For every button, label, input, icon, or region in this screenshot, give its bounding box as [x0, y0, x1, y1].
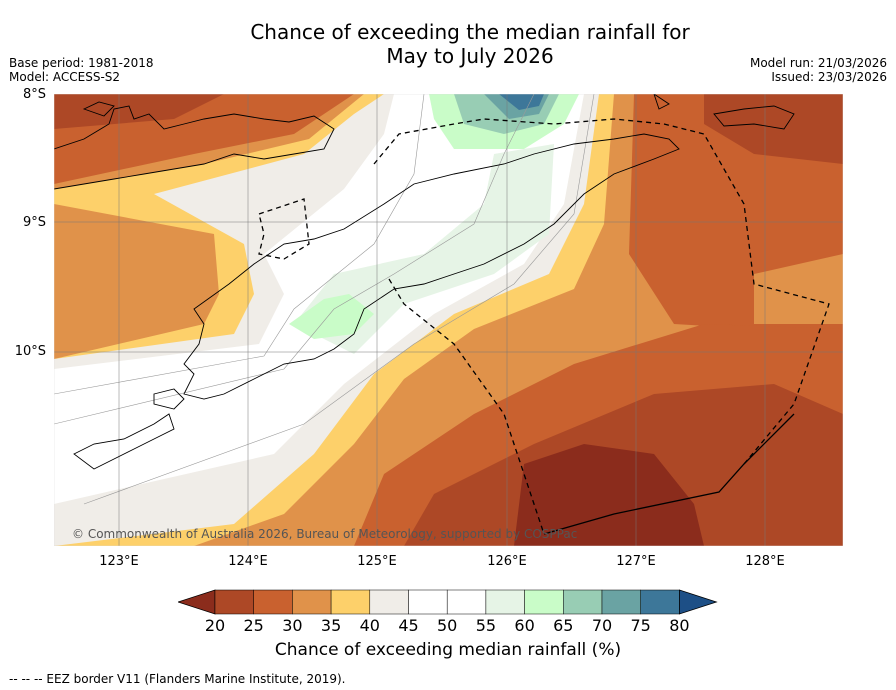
title-line-2: May to July 2026 [386, 44, 554, 68]
zone-20-25-northeast [704, 94, 843, 164]
colorbar-tick-label: 70 [591, 616, 613, 635]
zone-75-80 [499, 94, 544, 110]
colorbar-tick-label: 55 [475, 616, 497, 635]
colorbar-segment [292, 589, 332, 615]
eez-legend: -- -- -- EEZ border V11 (Flanders Marine… [9, 672, 346, 686]
meta-left: Base period: 1981-2018 Model: ACCESS-S2 [9, 56, 154, 84]
colorbar-segment [640, 589, 680, 615]
colorbar-segment [408, 589, 448, 615]
colorbar-segment [446, 589, 487, 615]
chart-title: Chance of exceeding the median rainfall … [0, 20, 896, 68]
eez-border [258, 118, 830, 535]
lat-label-10s: 10°S [14, 344, 46, 359]
zone-30-35-east [754, 254, 843, 324]
lon-label-124e: 124°E [228, 554, 268, 569]
colorbar-tick-label: 30 [282, 616, 303, 635]
model-run: Model run: 21/03/2026 [749, 56, 887, 70]
colorbar-segment [485, 589, 525, 615]
lat-label-9s: 9°S [22, 215, 46, 230]
base-period: Base period: 1981-2018 [9, 56, 154, 70]
colorbar-tick-label: 80 [669, 616, 690, 635]
colorbar-tick-label: 20 [204, 616, 226, 635]
colorbar-tick-label: 40 [359, 616, 380, 635]
colorbar-tick-label: 45 [398, 616, 419, 635]
colorbar-tick-label: 60 [514, 616, 535, 635]
issued-date: Issued: 23/03/2026 [771, 70, 887, 84]
model-name: Model: ACCESS-S2 [9, 70, 121, 84]
colorbar-tick-label: 50 [437, 616, 458, 635]
zone-55-60-band [294, 144, 554, 354]
colorbar-tick-label: 75 [630, 616, 651, 635]
title-line-1: Chance of exceeding the median rainfall … [250, 20, 690, 44]
colorbar [178, 589, 718, 615]
colorbar-tick-label: 25 [243, 616, 264, 635]
colorbar-arrow-low [178, 589, 216, 615]
colorbar-segment [214, 589, 254, 615]
colorbar-segment [524, 589, 564, 615]
colorbar-label: Chance of exceeding median rainfall (%) [274, 640, 622, 660]
lat-label-8s: 8°S [22, 87, 46, 102]
colorbar-tick-label: 65 [553, 616, 574, 635]
gridlines [54, 94, 843, 546]
colorbar-segment [601, 589, 641, 615]
colorbar-arrow-high [679, 589, 718, 615]
meta-right: Model run: 21/03/2026 Issued: 23/03/2026 [750, 56, 887, 84]
coastline [54, 94, 795, 470]
lon-label-123e: 123°E [99, 554, 139, 569]
rainfall-map: © Commonwealth of Australia 2026, Bureau… [54, 94, 843, 546]
colorbar-tick-label: 35 [320, 616, 342, 635]
lon-label-127e: 127°E [616, 554, 656, 569]
colorbar-segment [253, 589, 293, 615]
copyright-text: © Commonwealth of Australia 2026, Bureau… [72, 527, 577, 541]
lon-label-128e: 128°E [745, 554, 785, 569]
colorbar-segment [563, 589, 603, 615]
zone-below-20 [514, 444, 704, 546]
lon-label-126e: 126°E [487, 554, 527, 569]
zone-60-65-west [289, 294, 374, 339]
lon-label-125e: 125°E [357, 554, 397, 569]
colorbar-segment [330, 589, 371, 615]
colorbar-segment [369, 589, 409, 615]
contour-lines [54, 94, 595, 505]
